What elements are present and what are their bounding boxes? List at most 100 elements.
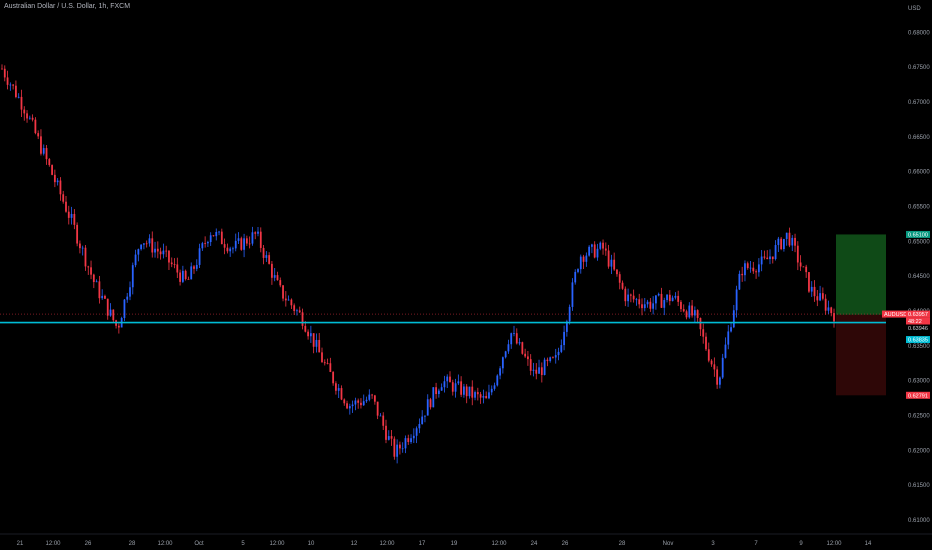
candle-body	[51, 165, 53, 175]
candle-body	[95, 281, 98, 283]
candle-body	[354, 400, 357, 405]
candle-body	[348, 406, 351, 409]
candle-body	[641, 304, 643, 309]
candle-body	[248, 243, 251, 245]
candle-body	[259, 231, 262, 248]
candle-body	[485, 396, 488, 399]
candle-body	[407, 438, 410, 443]
candle-body	[226, 247, 229, 252]
candle-body	[382, 415, 385, 426]
candle-body	[468, 386, 471, 397]
candle-body	[465, 386, 468, 397]
candle-body	[593, 244, 596, 258]
candle-body	[404, 438, 407, 449]
stop-price-tag: 0.62791	[908, 393, 928, 399]
candle-body	[343, 399, 346, 404]
candle-body	[538, 367, 540, 374]
time-axis-bg[interactable]	[0, 534, 932, 550]
candle-body	[309, 333, 312, 337]
candle-body	[680, 301, 682, 310]
candle-body	[168, 250, 170, 263]
candle-body	[549, 357, 552, 362]
candle-body	[106, 298, 109, 316]
candle-body	[23, 109, 26, 114]
candle-body	[151, 238, 154, 253]
candle-body	[429, 399, 432, 408]
candle-body	[621, 282, 624, 289]
candle-body	[418, 424, 421, 429]
price-lines[interactable]	[0, 313, 908, 324]
candle-body	[513, 333, 515, 334]
candle-body	[674, 295, 677, 298]
candle-body	[67, 211, 70, 218]
candle-body	[635, 299, 638, 301]
candle-body	[84, 247, 87, 267]
candle-body	[131, 265, 134, 288]
candle-body	[360, 402, 362, 406]
candle-body	[179, 272, 181, 282]
time-tick: 5	[241, 541, 245, 547]
candle-body	[410, 438, 412, 443]
candle-body	[26, 113, 28, 119]
candle-body	[543, 359, 546, 375]
time-tick: 17	[419, 541, 426, 547]
candle-body	[746, 263, 749, 269]
candle-body	[42, 148, 45, 154]
candle-body	[326, 363, 329, 364]
candle-body	[749, 267, 752, 269]
candle-body	[618, 274, 621, 283]
candle-body	[546, 359, 549, 362]
candle-body	[335, 383, 337, 391]
time-tick: 26	[562, 541, 569, 547]
time-tick: 12:00	[269, 541, 285, 547]
candle-body	[117, 325, 120, 328]
candle-body	[207, 242, 209, 244]
candle-body	[165, 250, 168, 252]
candle-body	[159, 251, 162, 255]
candle-body	[457, 381, 460, 384]
candle-body	[126, 296, 129, 300]
price-tick: 0.61000	[908, 518, 930, 524]
candle-body	[535, 369, 538, 374]
candle-body	[323, 362, 326, 364]
candle-body	[393, 438, 396, 457]
price-axis[interactable]: USD 0.68000 0.67500 0.67000 0.66500 0.66000 0…	[886, 0, 932, 534]
time-axis[interactable]: 21 12:00 26 28 12:00 Oct 5 12:00 10 12 12:00 17 19 12…	[0, 533, 932, 550]
candle-body	[245, 238, 248, 244]
candle-body	[12, 84, 15, 86]
candle-body	[204, 243, 207, 244]
candle-body	[604, 248, 607, 251]
candle-body	[435, 387, 437, 395]
candle-body	[76, 224, 79, 244]
candle-body	[401, 448, 404, 450]
price-tick: 0.67500	[908, 65, 930, 71]
candle-body	[727, 331, 730, 345]
candle-body	[629, 294, 632, 296]
candle-body	[783, 238, 785, 250]
candle-body	[181, 270, 184, 282]
candle-body	[657, 293, 660, 296]
entry-price-tag: 0.63946	[908, 326, 928, 332]
candle-body	[385, 425, 387, 440]
candle-body	[449, 376, 451, 383]
candle-body	[752, 267, 755, 272]
candle-body	[515, 333, 518, 344]
candle-body	[663, 299, 666, 308]
candle-body	[154, 248, 156, 253]
candle-body	[560, 345, 563, 352]
time-tick: Nov	[663, 541, 674, 547]
candle-body	[340, 388, 343, 400]
candle-body	[31, 117, 34, 120]
candle-body	[777, 238, 780, 246]
price-tick: 0.63500	[908, 344, 930, 350]
candle-body	[312, 333, 315, 347]
candle-body	[688, 305, 691, 318]
candle-body	[552, 357, 554, 359]
price-tick: 0.65500	[908, 205, 930, 211]
candle-body	[696, 310, 699, 318]
candle-body	[602, 242, 604, 249]
candle-body	[365, 399, 368, 402]
price-axis-bg[interactable]	[886, 0, 932, 534]
